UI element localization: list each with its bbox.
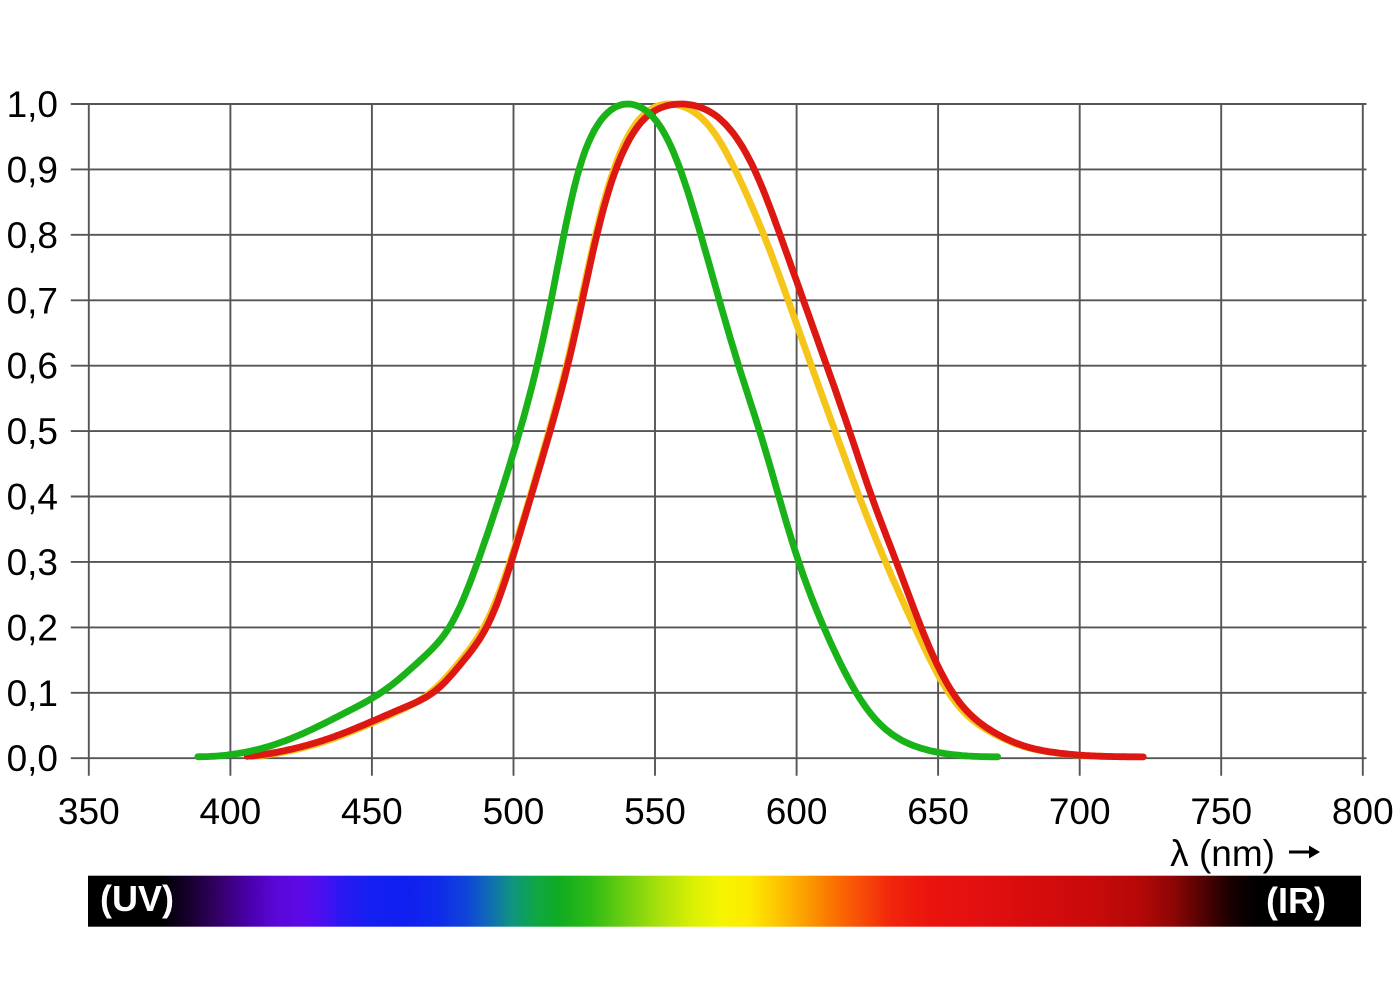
svg-text:450: 450 [341, 791, 403, 832]
svg-text:0,9: 0,9 [7, 149, 58, 190]
svg-text:400: 400 [200, 791, 262, 832]
svg-text:0,4: 0,4 [7, 477, 58, 518]
svg-text:0,5: 0,5 [7, 411, 58, 452]
svg-text:0,8: 0,8 [7, 215, 58, 256]
svg-text:750: 750 [1190, 791, 1252, 832]
svg-text:0,2: 0,2 [7, 607, 58, 648]
svg-text:550: 550 [624, 791, 686, 832]
svg-text:(UV): (UV) [100, 878, 174, 919]
svg-text:0,7: 0,7 [7, 280, 58, 321]
svg-text:600: 600 [766, 791, 828, 832]
svg-text:1,0: 1,0 [7, 84, 58, 125]
svg-text:500: 500 [483, 791, 545, 832]
svg-text:0,6: 0,6 [7, 346, 58, 387]
svg-text:0,3: 0,3 [7, 542, 58, 583]
svg-text:700: 700 [1049, 791, 1111, 832]
svg-text:λ (nm): λ (nm) [1170, 833, 1275, 874]
svg-text:650: 650 [907, 791, 969, 832]
svg-text:350: 350 [58, 791, 120, 832]
svg-text:0,0: 0,0 [7, 738, 58, 779]
svg-text:0,1: 0,1 [7, 673, 58, 714]
svg-text:800: 800 [1332, 791, 1394, 832]
svg-text:(IR): (IR) [1266, 880, 1326, 921]
